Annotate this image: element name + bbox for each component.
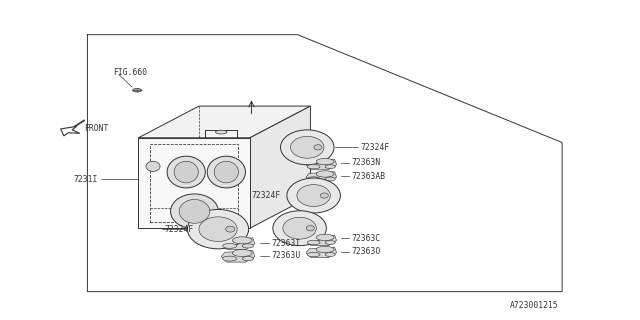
Polygon shape <box>138 138 250 228</box>
Ellipse shape <box>223 244 237 248</box>
Ellipse shape <box>316 234 334 241</box>
Text: FRONT: FRONT <box>84 124 109 133</box>
Polygon shape <box>61 126 80 136</box>
Ellipse shape <box>316 158 334 165</box>
Ellipse shape <box>307 177 320 181</box>
Ellipse shape <box>171 194 218 229</box>
Ellipse shape <box>307 164 320 169</box>
Text: 72363O: 72363O <box>351 247 380 257</box>
Ellipse shape <box>320 193 328 198</box>
Ellipse shape <box>232 237 252 244</box>
Text: 72324F: 72324F <box>251 191 280 200</box>
Ellipse shape <box>223 256 237 261</box>
Ellipse shape <box>325 252 335 256</box>
Ellipse shape <box>226 226 235 232</box>
Ellipse shape <box>167 156 205 188</box>
Text: 72363I: 72363I <box>271 239 301 248</box>
Ellipse shape <box>214 161 239 183</box>
Ellipse shape <box>325 165 335 169</box>
Ellipse shape <box>325 241 335 244</box>
Ellipse shape <box>232 250 252 257</box>
Ellipse shape <box>132 88 141 92</box>
Ellipse shape <box>174 161 198 183</box>
Polygon shape <box>306 172 337 182</box>
Ellipse shape <box>307 226 314 231</box>
Ellipse shape <box>146 161 160 172</box>
Text: 72363U: 72363U <box>271 251 301 260</box>
Polygon shape <box>221 238 255 249</box>
Ellipse shape <box>216 130 227 134</box>
Ellipse shape <box>325 177 335 181</box>
Ellipse shape <box>297 185 330 206</box>
Text: 7231I: 7231I <box>74 174 99 184</box>
Text: 72363C: 72363C <box>351 234 380 243</box>
Text: 72324F: 72324F <box>361 143 390 152</box>
Ellipse shape <box>314 145 322 150</box>
Ellipse shape <box>280 130 334 165</box>
Ellipse shape <box>307 252 320 257</box>
Text: A723001215: A723001215 <box>510 301 559 310</box>
Ellipse shape <box>316 171 334 177</box>
Ellipse shape <box>243 257 253 261</box>
Ellipse shape <box>207 156 246 188</box>
Text: 72324F: 72324F <box>164 225 194 234</box>
Ellipse shape <box>291 136 324 158</box>
Text: 72363N: 72363N <box>351 158 380 167</box>
Ellipse shape <box>243 244 253 248</box>
Text: 72363AB: 72363AB <box>351 172 385 181</box>
Ellipse shape <box>316 246 334 252</box>
Polygon shape <box>306 235 337 246</box>
Ellipse shape <box>283 217 316 239</box>
Polygon shape <box>138 106 310 138</box>
Text: FIG.660: FIG.660 <box>113 68 147 77</box>
Polygon shape <box>250 106 310 228</box>
Ellipse shape <box>188 210 248 249</box>
Ellipse shape <box>287 178 340 213</box>
Polygon shape <box>306 159 337 170</box>
Ellipse shape <box>273 211 326 246</box>
Ellipse shape <box>179 199 210 223</box>
Ellipse shape <box>199 217 237 242</box>
Polygon shape <box>221 251 255 262</box>
Ellipse shape <box>307 240 320 245</box>
Polygon shape <box>306 247 337 258</box>
